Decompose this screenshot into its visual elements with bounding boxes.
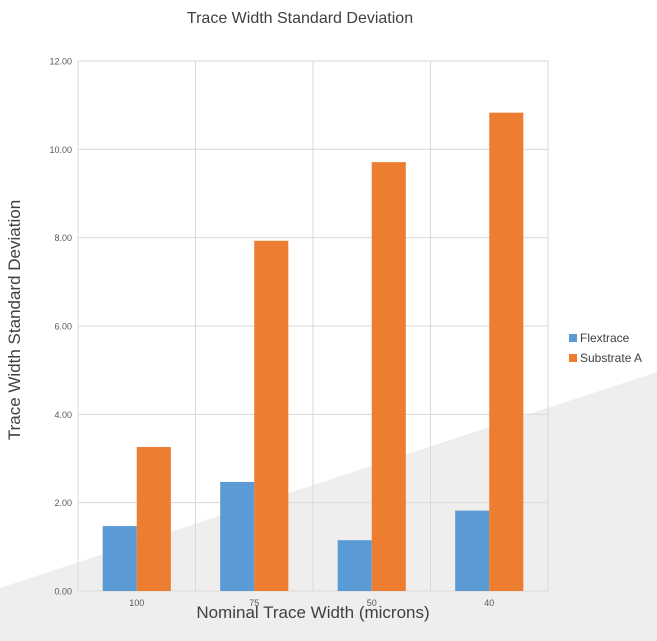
legend-label-substrate-a: Substrate A	[580, 351, 643, 365]
y-tick-label: 10.00	[49, 145, 72, 155]
x-tick-label: 50	[367, 598, 377, 608]
bar-substrate-a-50	[371, 162, 406, 591]
chart-title: Trace Width Standard Deviation	[186, 10, 414, 27]
legend: Flextrace Substrate A	[569, 328, 642, 368]
background-wedge	[0, 372, 657, 641]
x-axis-label: Nominal Trace Width (microns)	[196, 603, 430, 622]
y-tick-label: 8.00	[54, 233, 72, 243]
y-tick-label: 0.00	[54, 587, 72, 597]
x-tick-label: 40	[484, 598, 494, 608]
bar-flextrace-50	[337, 540, 372, 591]
bar-substrate-a-75	[254, 240, 289, 591]
bar-flextrace-100	[102, 526, 137, 591]
legend-item-substrate-a: Substrate A	[569, 348, 642, 368]
y-tick-label: 2.00	[54, 498, 72, 508]
bar-flextrace-40	[455, 510, 490, 591]
legend-label-flextrace: Flextrace	[580, 331, 630, 345]
bar-substrate-a-40	[489, 112, 524, 592]
bar-flextrace-75	[220, 481, 255, 591]
legend-swatch-flextrace	[569, 334, 577, 342]
x-tick-label: 100	[129, 598, 144, 608]
y-tick-label: 6.00	[54, 322, 72, 332]
bar-substrate-a-100	[136, 447, 171, 591]
legend-swatch-substrate-a	[569, 354, 577, 362]
y-tick-label: 12.00	[49, 57, 72, 67]
x-tick-label: 75	[249, 598, 259, 608]
legend-item-flextrace: Flextrace	[569, 328, 642, 348]
y-tick-label: 4.00	[54, 410, 72, 420]
